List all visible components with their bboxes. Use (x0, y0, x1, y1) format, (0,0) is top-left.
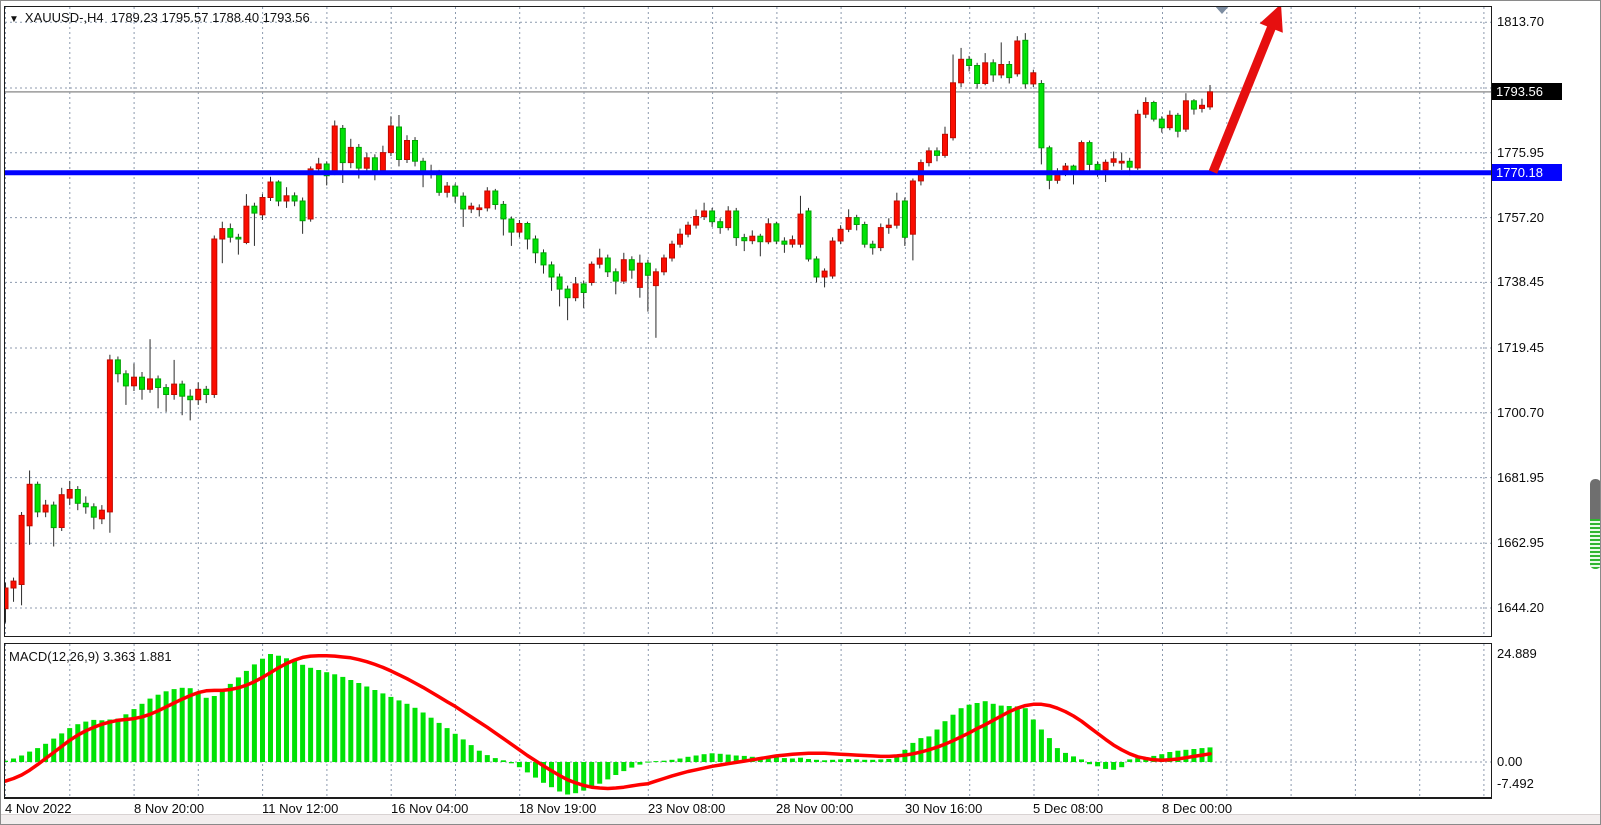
chart-shift-marker[interactable] (1214, 7, 1230, 14)
time-tick-label: 4 Nov 2022 (5, 801, 72, 816)
time-tick-label: 30 Nov 16:00 (905, 801, 983, 816)
time-tick-label: 8 Dec 00:00 (1162, 801, 1233, 816)
price-tick-label: 1757.20 (1497, 210, 1544, 225)
time-axis-line (4, 797, 1492, 799)
time-tick-label: 8 Nov 20:00 (134, 801, 205, 816)
time-tick-label: 28 Nov 00:00 (776, 801, 854, 816)
price-tick-label: 1813.70 (1497, 14, 1544, 29)
price-tick-label: 1681.95 (1497, 470, 1544, 485)
macd-min-label: -7.492 (1497, 776, 1534, 791)
macd-max-label: 24.889 (1497, 646, 1537, 661)
macd-chart-canvas[interactable] (5, 644, 1491, 797)
time-tick-label: 11 Nov 12:00 (262, 801, 339, 816)
chart-title: ▼ XAUUSD-,H4 1789.23 1795.57 1788.40 1793… (9, 10, 310, 25)
indicator-label: MACD(12,26,9) 3.363 1.881 (9, 649, 172, 664)
trend-arrow[interactable] (1208, 7, 1283, 174)
price-tick-label: 1738.45 (1497, 274, 1544, 289)
macd-zero-label: 0.00 (1497, 754, 1523, 769)
candlestick-chart-canvas[interactable] (5, 7, 1491, 636)
macd-signal-line (5, 653, 1212, 791)
time-tick-label: 23 Nov 08:00 (648, 801, 726, 816)
time-tick-label: 16 Nov 04:00 (391, 801, 469, 816)
price-tick-label: 1700.70 (1497, 405, 1544, 420)
chart-title-text: XAUUSD-,H4 1789.23 1795.57 1788.40 1793.… (24, 10, 310, 25)
price-tick-label: 1775.95 (1497, 145, 1544, 160)
price-tick-label: 1719.45 (1497, 340, 1544, 355)
scrollbar-stripes (1590, 519, 1600, 569)
current-price-label: 1793.56 (1492, 83, 1562, 100)
time-tick-label: 18 Nov 19:00 (519, 801, 597, 816)
macd-panel[interactable] (4, 643, 1492, 798)
vertical-scrollbar[interactable] (1590, 479, 1600, 569)
price-tick-label: 1644.20 (1497, 600, 1544, 615)
support-price-label: 1770.18 (1492, 164, 1562, 181)
main-chart-panel[interactable] (4, 6, 1492, 637)
price-tick-label: 1662.95 (1497, 535, 1544, 550)
window-footer (1, 814, 1600, 824)
time-tick-label: 5 Dec 08:00 (1033, 801, 1104, 816)
symbol-dropdown-icon[interactable]: ▼ (9, 14, 19, 25)
